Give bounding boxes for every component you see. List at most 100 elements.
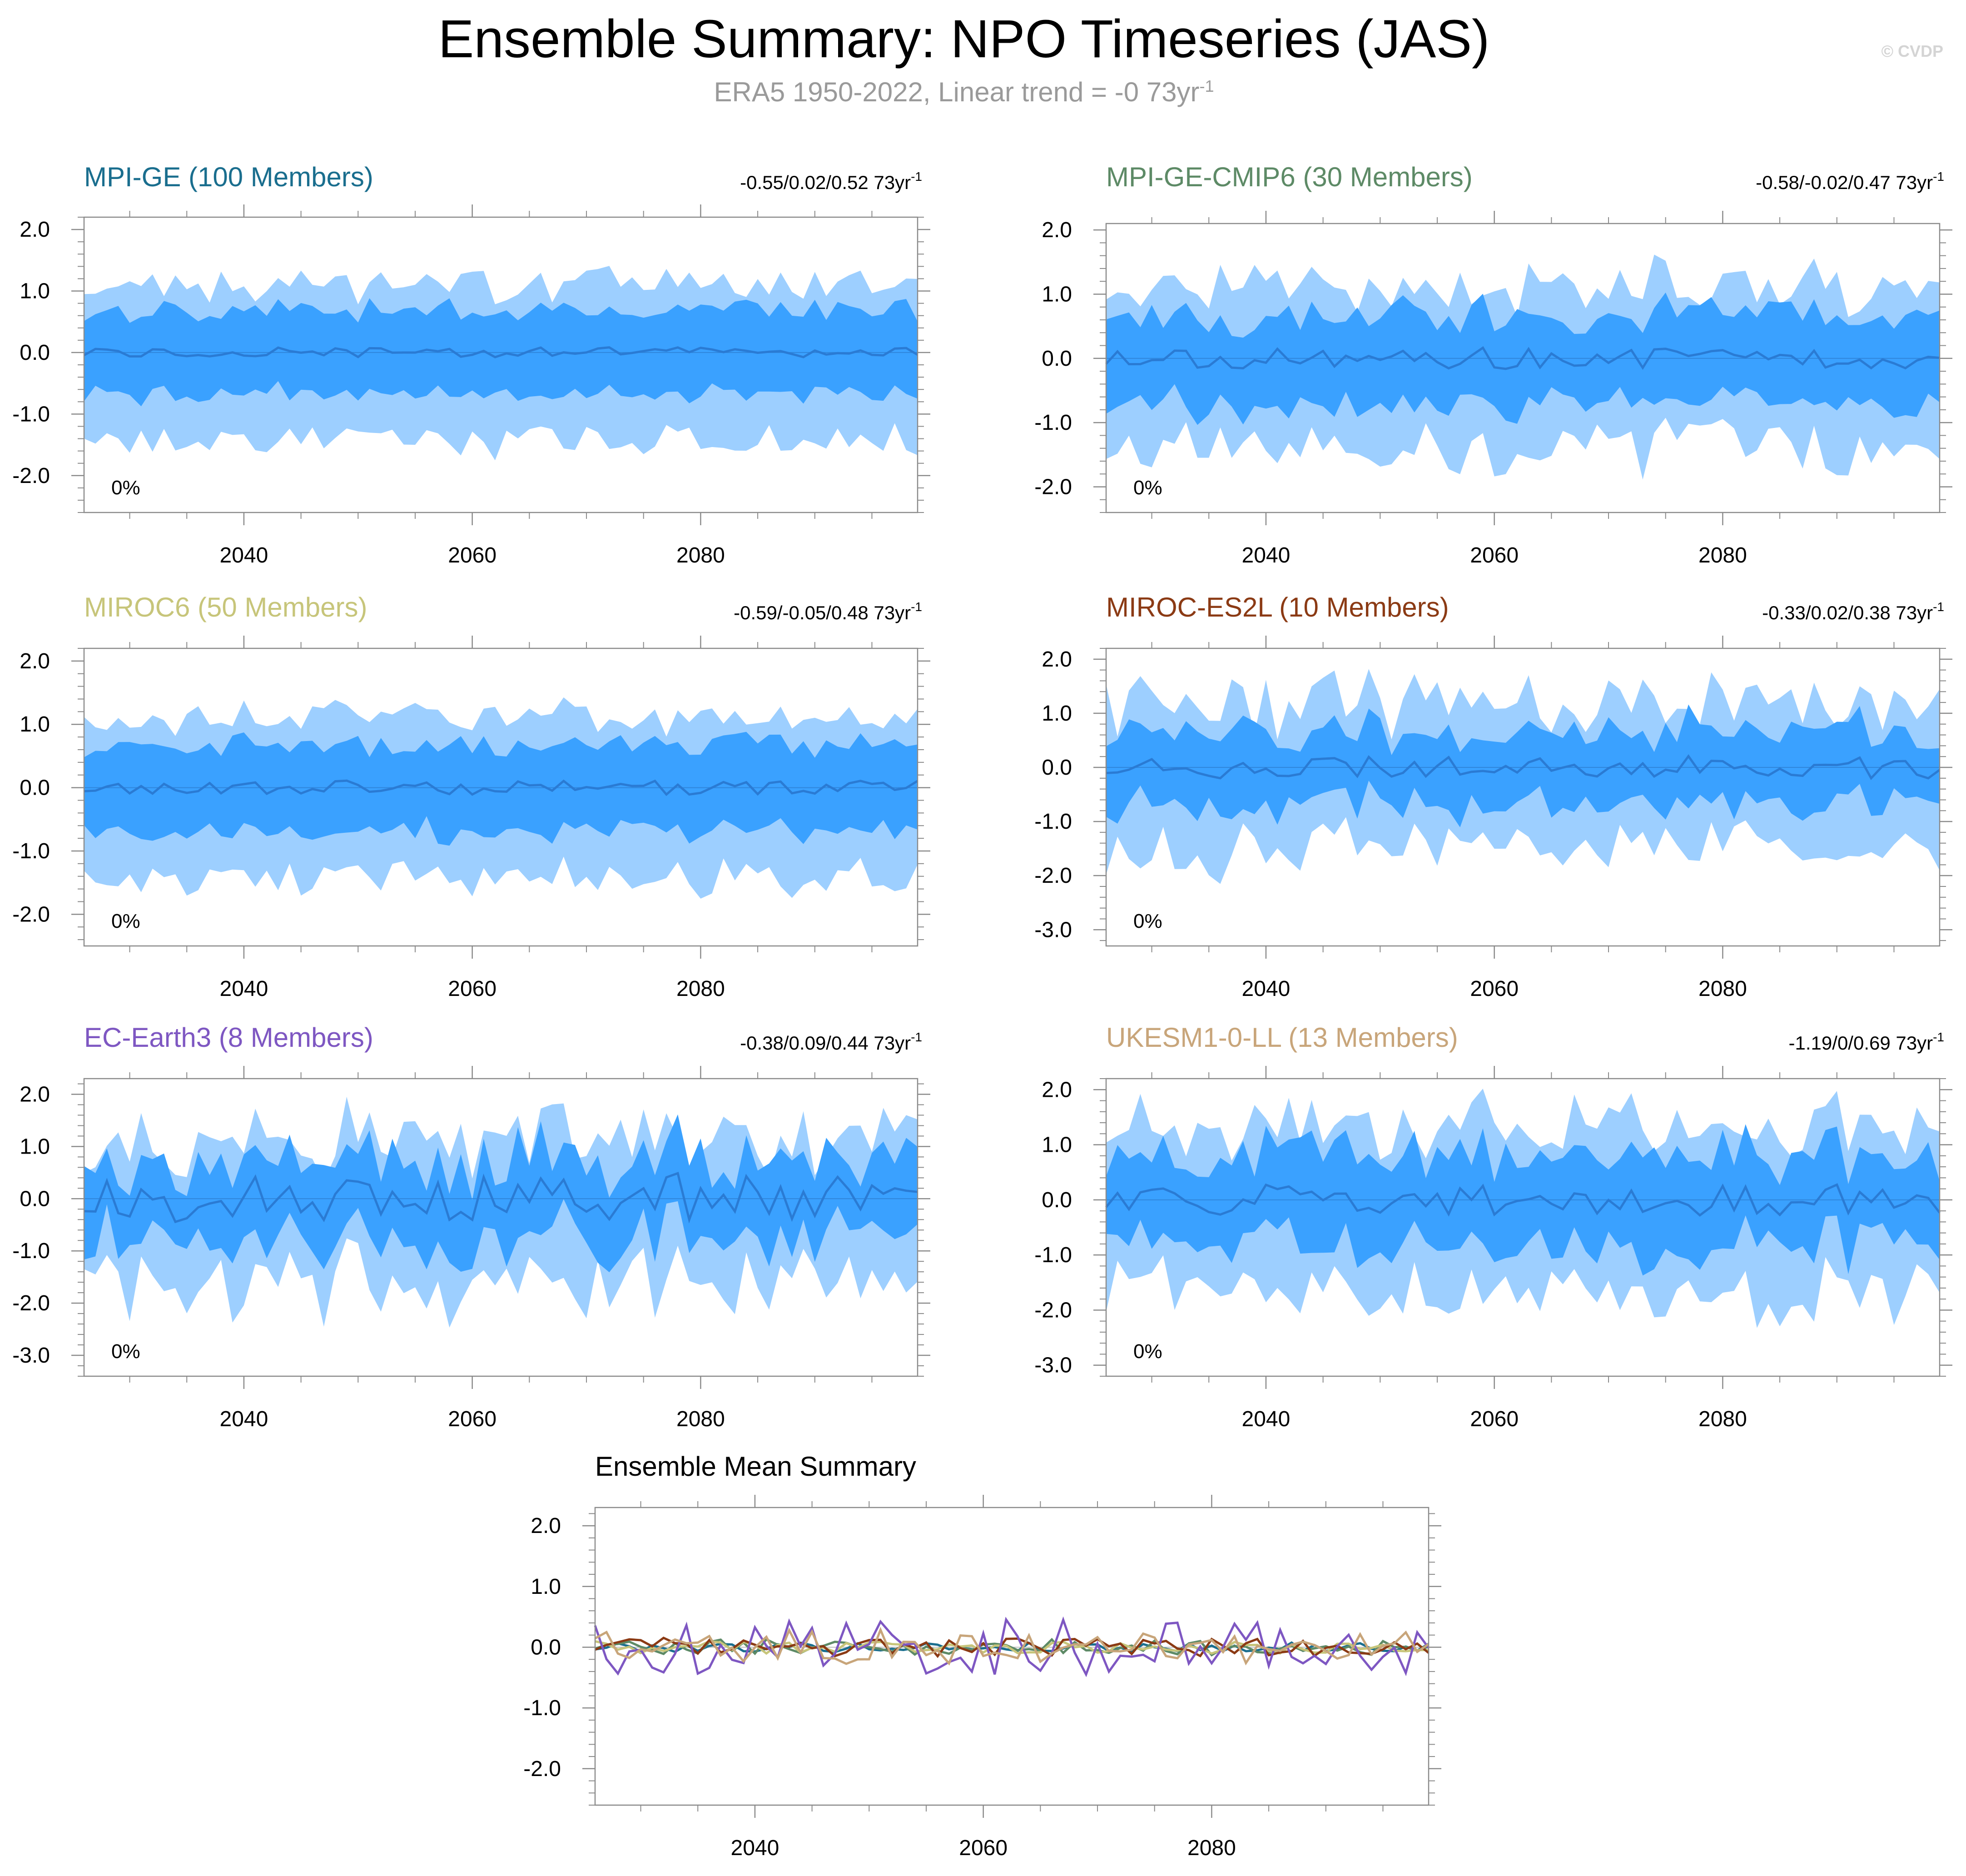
y-tick-label: -1.0 <box>523 1696 561 1720</box>
y-tick-label: -2.0 <box>12 902 50 926</box>
y-tick-label: 0.0 <box>531 1635 561 1659</box>
y-tick-label: -2.0 <box>1034 1298 1072 1322</box>
x-tick-label: 2060 <box>1470 977 1519 1001</box>
ensemble-mean-line <box>1106 754 1941 780</box>
band-inner-range <box>84 1114 918 1273</box>
x-tick-label: 2040 <box>1242 977 1291 1001</box>
panel-stat-superscript: -1 <box>1933 1030 1944 1044</box>
plot-frame <box>83 647 918 947</box>
y-tick-label: 1.0 <box>20 1135 50 1159</box>
y-tick-label: 2.0 <box>1042 1078 1072 1102</box>
y-tick-label: 2.0 <box>20 649 50 673</box>
x-tick-label: 2060 <box>448 1407 496 1431</box>
panel-title: MPI-GE-CMIP6 (30 Members) <box>1106 162 1473 192</box>
chart-panel-2: MPI-GE-CMIP6 (30 Members) -0.58/-0.02/0.4… <box>1034 162 1952 567</box>
y-tick-label: -3.0 <box>1034 918 1072 942</box>
panel-stat-superscript: -1 <box>1933 600 1944 614</box>
panel-stat-superscript: -1 <box>911 600 922 614</box>
subtitle-superscript: -1 <box>1199 77 1214 95</box>
x-tick-label: 2080 <box>1187 1836 1236 1860</box>
panel-stat: -0.38/0.09/0.44 73yr-1 <box>740 1030 922 1054</box>
x-tick-label: 2040 <box>1242 543 1291 567</box>
y-tick-label: 1.0 <box>1042 282 1072 306</box>
y-tick-label: -1.0 <box>1034 810 1072 834</box>
subtitle-text: ERA5 1950-2022, Linear trend = -0 73yr <box>714 77 1200 107</box>
percent-label: 0% <box>111 1340 140 1363</box>
y-tick-label: -2.0 <box>12 1291 50 1315</box>
x-tick-label: 2060 <box>959 1836 1008 1860</box>
x-tick-label: 2080 <box>1698 1407 1747 1431</box>
panel-stat-value: -0.58/-0.02/0.47 73yr <box>1756 172 1933 193</box>
x-tick-label: 2060 <box>448 543 496 567</box>
page-subtitle: ERA5 1950-2022, Linear trend = -0 73yr-1 <box>0 76 1928 108</box>
x-tick-label: 2040 <box>1242 1407 1291 1431</box>
y-tick-label: -1.0 <box>1034 1243 1072 1267</box>
x-tick-label: 2060 <box>1470 1407 1519 1431</box>
panel-stat-value: -0.33/0.02/0.38 73yr <box>1762 602 1933 623</box>
y-tick-label: 0.0 <box>1042 1188 1072 1212</box>
page-title: Ensemble Summary: NPO Timeseries (JAS) <box>438 9 1490 69</box>
x-tick-label: 2040 <box>220 543 268 567</box>
y-tick-label: -1.0 <box>12 1239 50 1263</box>
ensemble-mean-line <box>1105 1183 1941 1217</box>
y-tick-label: -2.0 <box>1034 864 1072 888</box>
y-tick-label: -2.0 <box>523 1757 561 1781</box>
x-tick-label: 2040 <box>220 1407 268 1431</box>
band-inner-range <box>1106 704 1940 827</box>
panel-stat: -0.33/0.02/0.38 73yr-1 <box>1762 600 1944 623</box>
y-tick-label: 0.0 <box>20 1187 50 1211</box>
y-tick-label: 0.0 <box>1042 347 1072 371</box>
x-tick-label: 2080 <box>1698 543 1747 567</box>
panel-stat: -1.19/0/0.69 73yr-1 <box>1789 1030 1944 1054</box>
x-tick-label: 2080 <box>676 1407 725 1431</box>
series-line-ec-earth3 <box>594 1616 1430 1677</box>
y-tick-label: 1.0 <box>20 279 50 304</box>
chart-panel-5: EC-Earth3 (8 Members) -0.38/0.09/0.44 73y… <box>12 1022 930 1431</box>
panel-stat-value: -1.19/0/0.69 73yr <box>1789 1032 1933 1054</box>
y-tick-label: -3.0 <box>12 1344 50 1368</box>
y-tick-label: 2.0 <box>1042 647 1072 672</box>
x-tick-label: 2060 <box>1470 543 1519 567</box>
percent-label: 0% <box>1133 910 1162 932</box>
chart-panel-3: MIROC6 (50 Members) -0.59/-0.05/0.48 73yr… <box>12 592 930 1001</box>
chart-panel-6: UKESM1-0-LL (13 Members) -1.19/0/0.69 73y… <box>1034 1022 1952 1431</box>
chart-panel-1: MPI-GE (100 Members) -0.55/0.02/0.52 73yr… <box>12 162 930 567</box>
y-tick-label: 2.0 <box>1042 218 1072 242</box>
x-tick-label: 2080 <box>676 977 725 1001</box>
y-tick-label: 1.0 <box>20 712 50 736</box>
y-tick-label: -1.0 <box>1034 411 1072 435</box>
ensemble-mean-line <box>83 346 918 358</box>
plot-frame <box>1105 647 1941 947</box>
panel-stat: -0.58/-0.02/0.47 73yr-1 <box>1756 169 1944 193</box>
panel-title: EC-Earth3 (8 Members) <box>84 1022 373 1053</box>
panel-stat-value: -0.38/0.09/0.44 73yr <box>740 1032 911 1054</box>
y-tick-label: -3.0 <box>1034 1354 1072 1378</box>
x-tick-label: 2040 <box>220 977 268 1001</box>
percent-label: 0% <box>1133 477 1162 499</box>
percent-label: 0% <box>111 477 140 499</box>
y-tick-label: 2.0 <box>20 1082 50 1106</box>
y-tick-label: 1.0 <box>531 1575 561 1599</box>
y-tick-label: 2.0 <box>531 1514 561 1538</box>
plot-frame <box>83 1078 918 1377</box>
panel-stat: -0.59/-0.05/0.48 73yr-1 <box>734 600 922 623</box>
panel-stat-superscript: -1 <box>911 1030 922 1044</box>
y-tick-label: 2.0 <box>20 218 50 242</box>
x-tick-label: 2080 <box>1698 977 1747 1001</box>
x-tick-label: 2060 <box>448 977 496 1001</box>
percent-label: 0% <box>111 910 140 932</box>
ensemble-mean-line <box>84 779 918 796</box>
plot-frame <box>1105 1078 1941 1377</box>
y-tick-label: 1.0 <box>1042 1133 1072 1157</box>
panel-stat-value: -0.55/0.02/0.52 73yr <box>740 172 911 193</box>
y-tick-label: 0.0 <box>1042 756 1072 780</box>
panel-title: UKESM1-0-LL (13 Members) <box>1106 1022 1458 1053</box>
percent-label: 0% <box>1133 1340 1162 1363</box>
band-inner-range <box>84 731 918 846</box>
panel-stat-superscript: -1 <box>911 169 922 184</box>
y-tick-label: -2.0 <box>1034 475 1072 499</box>
panel-stat-superscript: -1 <box>1933 169 1944 184</box>
y-tick-label: -1.0 <box>12 839 50 863</box>
panel-title: MIROC-ES2L (10 Members) <box>1106 592 1449 622</box>
